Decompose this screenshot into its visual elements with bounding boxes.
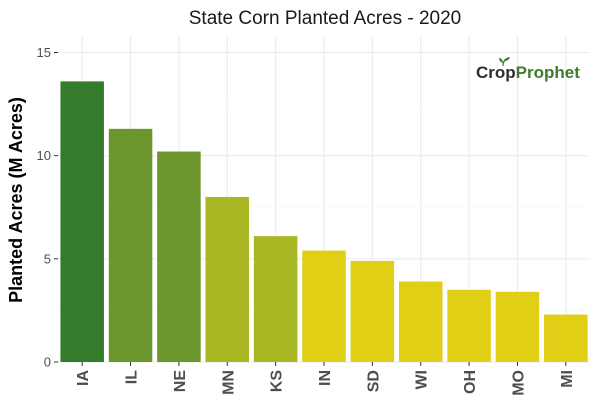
sprout-icon bbox=[499, 57, 510, 67]
x-tick-label: KS bbox=[269, 370, 286, 393]
x-tick-label: IL bbox=[124, 370, 141, 384]
bar-ne bbox=[157, 151, 201, 362]
bar-mn bbox=[205, 196, 250, 362]
y-tick-label: 0 bbox=[44, 355, 51, 370]
x-tick-label: IA bbox=[75, 370, 92, 386]
x-tick-label: WI bbox=[414, 370, 431, 390]
logo-crop-text: Crop bbox=[476, 63, 516, 82]
bar-sd bbox=[350, 260, 395, 362]
bar-mo bbox=[495, 291, 540, 362]
cropprophet-logo: CropProphet bbox=[476, 57, 580, 82]
x-axis-ticks: IA IL NE MN KS IN SD WI OH MO MI bbox=[75, 362, 576, 396]
bar-il bbox=[108, 128, 153, 362]
y-tick-label: 10 bbox=[37, 148, 51, 163]
bar-ia bbox=[60, 81, 104, 363]
bar-wi bbox=[398, 281, 443, 362]
chart-title: State Corn Planted Acres - 2020 bbox=[189, 8, 462, 29]
bars bbox=[60, 81, 588, 363]
x-tick-label: MO bbox=[510, 370, 527, 396]
x-tick-label: IN bbox=[317, 370, 334, 386]
y-axis-label: Planted Acres (M Acres) bbox=[6, 97, 26, 303]
x-tick-label: MN bbox=[220, 370, 237, 395]
bar-ks bbox=[253, 236, 298, 362]
y-tick-label: 5 bbox=[44, 251, 51, 266]
x-tick-label: MI bbox=[559, 370, 576, 388]
logo-prophet-text: Prophet bbox=[516, 63, 581, 82]
x-tick-label: SD bbox=[365, 370, 382, 392]
x-tick-label: OH bbox=[462, 370, 479, 394]
y-tick-label: 15 bbox=[37, 45, 51, 60]
bar-in bbox=[302, 250, 346, 362]
x-tick-label: NE bbox=[172, 370, 189, 393]
y-axis-ticks: 0 5 10 15 bbox=[37, 45, 58, 370]
bar-oh bbox=[447, 289, 491, 362]
svg-text:CropProphet: CropProphet bbox=[476, 63, 580, 82]
bar-mi bbox=[544, 314, 588, 362]
